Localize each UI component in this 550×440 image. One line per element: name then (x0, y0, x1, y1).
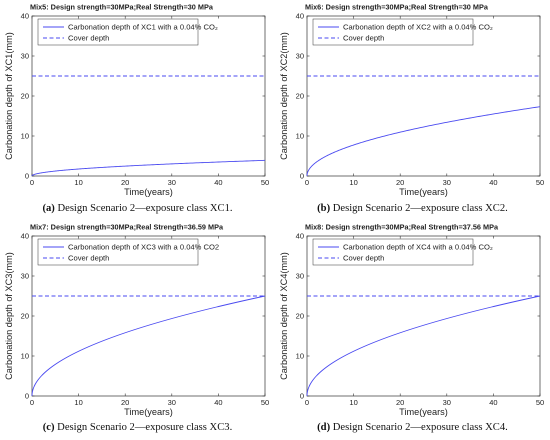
chart-panel-d: Mix8: Design strength=30MPa;Real Strengt… (275, 220, 550, 440)
x-axis-label: Time(years) (399, 407, 448, 417)
caption-text-c: Design Scenario 2—exposure class XC3. (54, 422, 233, 433)
chart-svg-d: Mix8: Design strength=30MPa;Real Strengt… (279, 223, 544, 418)
series-line-carbonation (306, 106, 541, 177)
caption-label-a: (a) (42, 203, 55, 214)
legend-box (37, 238, 199, 266)
y-tick-label: 20 (296, 92, 304, 101)
x-tick-label: 30 (168, 178, 176, 187)
x-axis-label: Time(years) (124, 407, 173, 417)
x-tick-label: 0 (305, 398, 309, 407)
x-tick-label: 50 (261, 178, 269, 187)
x-tick-label: 40 (489, 178, 497, 187)
y-tick-label: 10 (296, 132, 304, 141)
y-axis-label: Carbonation depth of XC2(mm) (279, 32, 289, 160)
y-axis-label: Carbonation depth of XC4(mm) (279, 252, 289, 380)
series-line-carbonation (31, 159, 266, 177)
caption-text-d: Design Scenario 2—exposure class XC4. (330, 422, 508, 433)
x-tick-label: 50 (536, 178, 544, 187)
x-tick-label: 50 (261, 398, 269, 407)
x-tick-label: 20 (121, 398, 129, 407)
chart-title: Mix6: Design strength=30MPa;Real Strengt… (305, 3, 489, 12)
y-tick-label: 10 (21, 132, 29, 141)
caption-label-b: (b) (317, 203, 331, 214)
x-tick-label: 20 (396, 398, 404, 407)
series-line-carbonation (31, 295, 266, 397)
y-tick-label: 0 (25, 172, 29, 181)
legend-box (312, 238, 474, 266)
y-tick-label: 10 (296, 352, 304, 361)
legend-entry: Carbonation depth of XC3 with a 0.04% CO… (68, 243, 219, 252)
x-axis-label: Time(years) (124, 187, 173, 197)
x-tick-label: 50 (536, 398, 544, 407)
x-tick-label: 40 (214, 178, 222, 187)
x-tick-label: 30 (443, 398, 451, 407)
y-tick-label: 40 (296, 12, 304, 21)
chart-title: Mix8: Design strength=30MPa;Real Strengt… (305, 223, 499, 232)
caption-label-d: (d) (317, 422, 331, 433)
caption-text-a: Design Scenario 2—exposure class XC1. (54, 203, 233, 214)
x-tick-label: 10 (349, 398, 357, 407)
y-axis-label: Carbonation depth of XC1(mm) (4, 32, 14, 160)
y-tick-label: 30 (21, 52, 29, 61)
x-tick-label: 20 (396, 178, 404, 187)
legend-entry: Cover depth (343, 254, 384, 263)
caption-b: (b) Design Scenario 2—exposure class XC2… (275, 203, 550, 214)
legend-entry: Carbonation depth of XC1 with a 0.04% CO… (68, 23, 218, 32)
x-tick-label: 40 (489, 398, 497, 407)
chart-svg-c: Mix7: Design strength=30MPa;Real Strengt… (4, 223, 269, 418)
y-tick-label: 0 (300, 392, 304, 401)
y-tick-label: 20 (296, 312, 304, 321)
chart-panel-c: Mix7: Design strength=30MPa;Real Strengt… (0, 220, 275, 440)
chart-title: Mix5: Design strength=30MPa;Real Strengt… (30, 3, 214, 12)
chart-title: Mix7: Design strength=30MPa;Real Strengt… (30, 223, 224, 232)
chart-panel-b: Mix6: Design strength=30MPa;Real Strengt… (275, 0, 550, 220)
y-tick-label: 30 (21, 272, 29, 281)
y-tick-label: 40 (21, 12, 29, 21)
legend-entry: Carbonation depth of XC4 with a 0.04% CO… (343, 243, 493, 252)
caption-d: (d) Design Scenario 2—exposure class XC4… (275, 422, 550, 433)
y-tick-label: 30 (296, 52, 304, 61)
x-tick-label: 0 (30, 178, 34, 187)
caption-label-c: (c) (42, 422, 55, 433)
chart-panel-a: Mix5: Design strength=30MPa;Real Strengt… (0, 0, 275, 220)
y-tick-label: 0 (25, 392, 29, 401)
x-tick-label: 20 (121, 178, 129, 187)
caption-c: (c) Design Scenario 2—exposure class XC3… (0, 422, 275, 433)
y-tick-label: 40 (296, 232, 304, 241)
caption-a: (a) Design Scenario 2—exposure class XC1… (0, 203, 275, 214)
x-tick-label: 0 (305, 178, 309, 187)
y-tick-label: 20 (21, 312, 29, 321)
x-tick-label: 30 (168, 398, 176, 407)
chart-svg-a: Mix5: Design strength=30MPa;Real Strengt… (4, 3, 269, 198)
x-tick-label: 10 (349, 178, 357, 187)
y-tick-label: 20 (21, 92, 29, 101)
x-tick-label: 10 (74, 178, 82, 187)
legend-entry: Cover depth (343, 34, 384, 43)
x-tick-label: 0 (30, 398, 34, 407)
x-tick-label: 10 (74, 398, 82, 407)
y-tick-label: 30 (296, 272, 304, 281)
y-tick-label: 0 (300, 172, 304, 181)
legend-box (312, 18, 474, 46)
legend-box (37, 18, 199, 46)
series-line-carbonation (306, 295, 541, 397)
legend-entry: Carbonation depth of XC2 with a 0.04% CO… (343, 23, 493, 32)
x-tick-label: 40 (214, 398, 222, 407)
x-axis-label: Time(years) (399, 187, 448, 197)
y-tick-label: 40 (21, 232, 29, 241)
chart-svg-b: Mix6: Design strength=30MPa;Real Strengt… (279, 3, 544, 198)
legend-entry: Cover depth (68, 34, 109, 43)
caption-text-b: Design Scenario 2—exposure class XC2. (330, 203, 508, 214)
y-axis-label: Carbonation depth of XC3(mm) (4, 252, 14, 380)
legend-entry: Cover depth (68, 254, 109, 263)
y-tick-label: 10 (21, 352, 29, 361)
x-tick-label: 30 (443, 178, 451, 187)
